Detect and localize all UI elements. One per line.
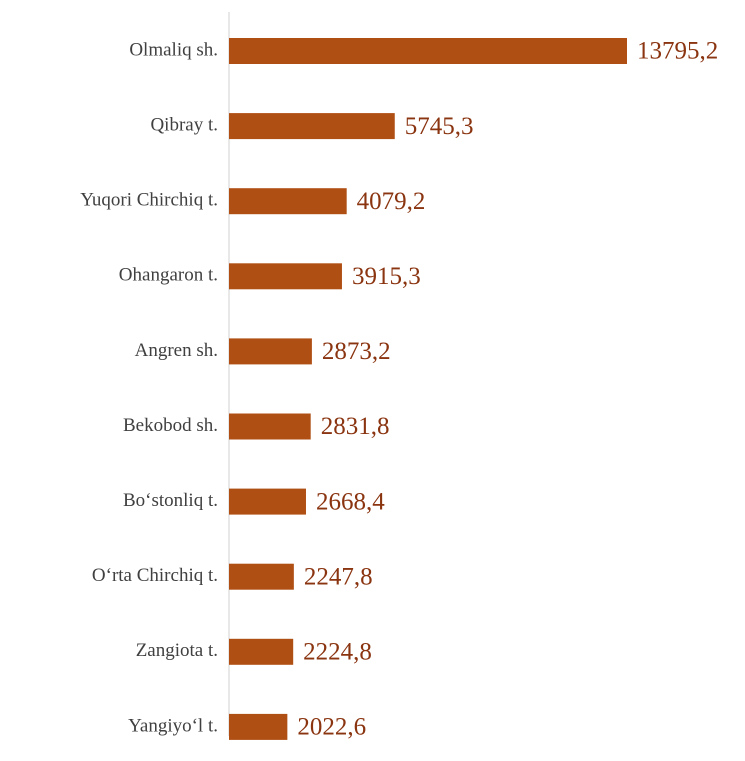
category-label: Yuqori Chirchiq t. [80, 190, 218, 211]
value-label: 2224,8 [303, 639, 372, 666]
category-label: O‘rta Chirchiq t. [92, 565, 218, 586]
category-label: Qibray t. [150, 114, 218, 135]
value-label: 4079,2 [357, 188, 426, 215]
category-label: Ohangaron t. [119, 265, 218, 286]
bar [229, 188, 347, 215]
value-label: 5745,3 [405, 113, 474, 140]
category-label: Bekobod sh. [123, 415, 218, 436]
category-label: Olmaliq sh. [129, 39, 218, 60]
value-label: 13795,2 [637, 38, 718, 65]
value-label: 2022,6 [297, 714, 366, 741]
category-label: Zangiota t. [136, 640, 218, 661]
value-label: 2247,8 [304, 563, 373, 590]
value-label: 2873,2 [322, 338, 391, 365]
value-label: 3915,3 [352, 263, 421, 290]
bar [229, 563, 294, 590]
bar [229, 638, 294, 665]
bar [229, 713, 288, 740]
bar [229, 488, 306, 515]
value-label: 2831,8 [321, 413, 390, 440]
bar [229, 413, 311, 440]
category-label: Yangiyo‘l t. [128, 715, 218, 736]
category-label: Bo‘stonliq t. [123, 490, 218, 511]
bar [229, 113, 395, 140]
bar [229, 38, 627, 64]
bar [229, 338, 312, 365]
value-label: 2668,4 [316, 488, 385, 515]
bar [229, 263, 342, 290]
category-label: Angren sh. [135, 340, 218, 361]
